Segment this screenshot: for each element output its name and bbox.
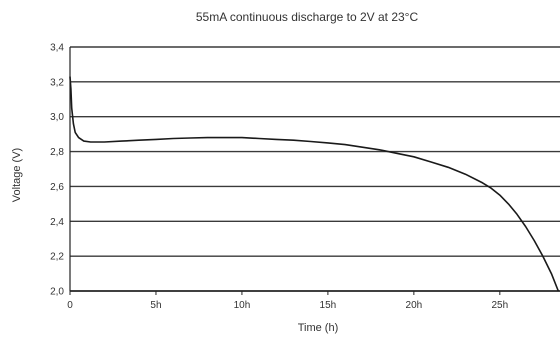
x-tick-label: 5h — [150, 300, 161, 311]
grid-lines — [70, 46, 560, 292]
x-tick-label: 25h — [491, 300, 508, 311]
x-tick-label: 20h — [406, 300, 423, 311]
chart-title: 55mA continuous discharge to 2V at 23°C — [196, 10, 419, 24]
y-axis-label: Voltage (V) — [11, 148, 23, 202]
series-layer — [69, 76, 560, 292]
tick-labels: 2,0 2,2 2,4 2,6 2,8 3,0 3,2 3,4 0 5h 10h 15h 20h 25h — [50, 43, 508, 312]
y-tick-label: 2,0 — [50, 287, 64, 298]
y-tick-label: 2,2 — [50, 252, 64, 263]
x-tick-label: 0 — [67, 300, 73, 311]
x-tick-label: 15h — [320, 300, 337, 311]
x-axis-label: Time (h) — [298, 322, 339, 334]
x-tick-label: 10h — [234, 300, 251, 311]
y-tick-label: 2,4 — [50, 217, 64, 228]
y-tick-label: 3,0 — [50, 112, 64, 123]
y-tick-label: 3,4 — [50, 43, 64, 54]
axes — [69, 47, 560, 295]
y-tick-label: 2,6 — [50, 182, 64, 193]
discharge-curve — [69, 76, 560, 292]
y-tick-label: 3,2 — [50, 77, 64, 88]
y-tick-label: 2,8 — [50, 147, 64, 158]
